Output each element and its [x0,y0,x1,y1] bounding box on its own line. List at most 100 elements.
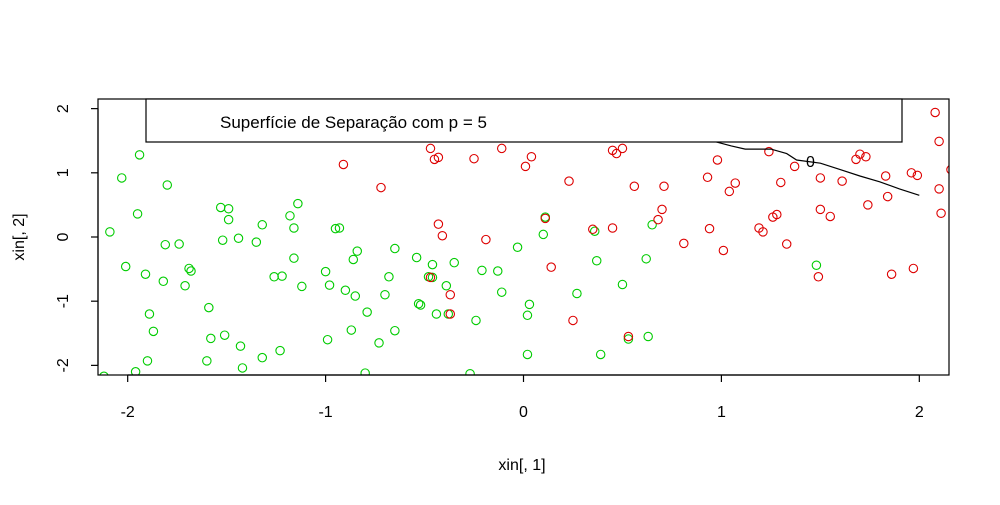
data-point [611,148,622,159]
data-point [653,214,663,225]
data-point [912,170,923,181]
y-tick-label: -2 [55,358,72,372]
data-point [540,213,551,224]
data-point [413,299,424,309]
data-point [217,235,228,245]
data-point [105,227,115,237]
data-point [837,176,847,186]
data-point [643,331,653,342]
data-point [443,309,454,319]
data-point [390,325,400,336]
data-point [425,143,436,154]
data-point [437,230,448,241]
data-point [237,363,248,373]
data-point [825,211,836,222]
data-point [320,266,331,277]
data-point [340,285,351,296]
data-point [251,237,262,247]
data-point [293,198,303,209]
data-point [289,253,299,263]
data-point [390,243,400,254]
data-point [623,331,634,342]
data-point [120,261,131,272]
data-point [471,315,481,326]
data-point [934,184,944,194]
data-point [811,260,822,270]
y-tick-label: 1 [55,168,72,177]
legend-box [145,98,903,143]
y-tick-label: 2 [55,104,72,113]
data-point [617,279,628,290]
data-point [297,281,307,292]
data-point [346,325,357,335]
data-point [679,238,689,249]
data-point [702,172,713,183]
data-point [411,252,422,263]
data-point [449,257,459,268]
y-tick-label: 0 [55,232,72,241]
data-point [936,208,946,219]
data-point [289,223,299,233]
data-point [657,204,667,215]
data-point [380,290,390,300]
data-point [431,309,442,319]
data-point [623,334,634,344]
data-point [572,288,582,299]
data-point [607,223,618,233]
data-point [330,223,341,234]
y-tick-label: -1 [55,294,72,308]
data-point [496,143,507,154]
data-point [160,239,171,250]
x-tick-label: -2 [121,404,135,421]
x-tick-label: 1 [717,404,726,421]
data-point [257,220,268,230]
data-point [433,219,444,229]
x-tick-label: -1 [318,404,332,421]
data-point [130,367,141,375]
data-point [362,307,372,317]
y-axis: -2 -1 0 1 2 [55,104,99,372]
data-point [186,266,196,276]
data-point [776,177,786,188]
data-point [641,254,651,264]
data-point [591,255,602,266]
data-point [132,209,143,219]
data-point [465,368,475,375]
data-point [815,173,826,183]
data-point [219,330,230,340]
data-point [906,168,917,178]
data-point [202,356,212,366]
data-point [144,309,155,319]
data-point [140,269,151,279]
data-point [496,287,507,297]
data-point [712,155,723,165]
data-point [322,334,333,345]
data-point [813,272,824,282]
data-point [235,341,246,351]
data-point [815,204,826,215]
data-point [526,152,537,162]
data-point [588,224,598,235]
data-point [647,220,657,230]
data-point [882,191,893,202]
data-point [134,150,145,160]
data-point [855,149,865,159]
data-point [184,263,194,274]
data-point [524,299,535,310]
data-point [589,226,600,236]
data-point [99,371,109,375]
data-point [469,153,479,164]
data-point [180,281,190,291]
data-point [162,180,173,190]
data-point [174,239,184,249]
data-point [880,171,891,181]
x-tick-label: 0 [519,404,528,421]
data-point [427,259,438,270]
points-layer [99,107,949,375]
data-point [360,368,370,375]
data-point [522,310,533,321]
data-point [512,242,523,253]
data-point [522,349,533,360]
data-point [546,262,556,272]
data-point [233,233,244,244]
